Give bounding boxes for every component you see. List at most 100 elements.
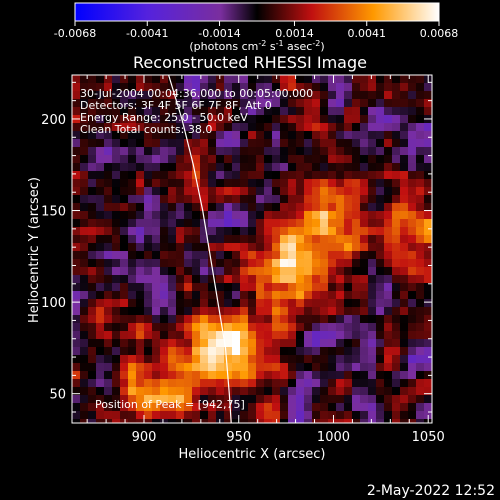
heatmap-cell [136, 243, 145, 252]
heatmap-cell [144, 403, 153, 412]
heatmap-cell [368, 139, 377, 148]
colorbar-tick-label: 0.0041 [347, 27, 386, 40]
heatmap-cell [128, 387, 137, 396]
heatmap-cell [416, 91, 425, 100]
heatmap-cell [312, 347, 321, 356]
heatmap-cell [152, 347, 161, 356]
heatmap-cell [112, 339, 121, 348]
heatmap-cell [368, 403, 377, 412]
heatmap-cell [176, 307, 185, 316]
heatmap-cell [272, 147, 281, 156]
heatmap-cell [176, 395, 185, 404]
heatmap-cell [376, 235, 385, 244]
heatmap-cell [392, 379, 401, 388]
heatmap-cell [312, 379, 321, 388]
heatmap-cell [296, 115, 305, 124]
heatmap-cell [368, 227, 377, 236]
heatmap-cell [208, 227, 217, 236]
heatmap-cell [216, 171, 225, 180]
heatmap-cell [344, 251, 353, 260]
heatmap-cell [280, 339, 289, 348]
heatmap-cell [88, 131, 97, 140]
heatmap-cell [280, 267, 289, 276]
heatmap-cell [416, 315, 425, 324]
heatmap-cell [224, 299, 233, 308]
heatmap-cell [304, 219, 313, 228]
heatmap-cell [168, 203, 177, 212]
heatmap-cell [184, 299, 193, 308]
heatmap-cell [288, 363, 297, 372]
heatmap-cell [264, 419, 273, 423]
heatmap-cell [208, 323, 217, 332]
heatmap-cell [328, 347, 337, 356]
heatmap-cell [152, 75, 161, 84]
heatmap-cell [184, 235, 193, 244]
heatmap-cell [104, 347, 113, 356]
heatmap-cell [216, 147, 225, 156]
heatmap-cell [208, 219, 217, 228]
heatmap-cell [400, 219, 409, 228]
heatmap-cell [176, 315, 185, 324]
heatmap-cell [376, 283, 385, 292]
heatmap-cell [272, 259, 281, 268]
heatmap-cell [264, 171, 273, 180]
heatmap-cell [424, 323, 432, 332]
heatmap-cell [280, 211, 289, 220]
heatmap-cell [344, 91, 353, 100]
heatmap-cell [168, 403, 177, 412]
heatmap-cell [160, 147, 169, 156]
heatmap-cell [184, 323, 193, 332]
heatmap-cell [176, 331, 185, 340]
heatmap-cell [232, 123, 241, 132]
heatmap-cell [400, 83, 409, 92]
heatmap-cell [384, 347, 393, 356]
heatmap-cell [368, 291, 377, 300]
heatmap-cell [112, 187, 121, 196]
heatmap-cell [240, 363, 249, 372]
heatmap-cell [408, 203, 417, 212]
heatmap-cell [280, 371, 289, 380]
heatmap-cell [128, 131, 137, 140]
x-tick-label: 950 [226, 430, 251, 445]
heatmap-cell [104, 331, 113, 340]
heatmap-cell [72, 347, 81, 356]
heatmap-cell [368, 283, 377, 292]
heatmap-cell [112, 347, 121, 356]
heatmap-cell [272, 163, 281, 172]
heatmap-cell [112, 83, 121, 92]
heatmap-cell [80, 299, 89, 308]
heatmap-cell [296, 163, 305, 172]
heatmap-cell [336, 123, 345, 132]
heatmap-cell [376, 395, 385, 404]
heatmap-cell [176, 267, 185, 276]
heatmap-cell [312, 203, 321, 212]
heatmap-cell [144, 371, 153, 380]
heatmap-cell [400, 363, 409, 372]
heatmap-cell [184, 307, 193, 316]
heatmap-cell [312, 179, 321, 188]
heatmap-cell [376, 251, 385, 260]
heatmap-cell [304, 323, 313, 332]
heatmap-cell [256, 395, 265, 404]
heatmap-cell [168, 155, 177, 164]
heatmap-cell [352, 83, 361, 92]
heatmap-cell [360, 211, 369, 220]
heatmap-cell [160, 123, 169, 132]
heatmap-cell [256, 259, 265, 268]
heatmap-cell [368, 275, 377, 284]
heatmap-cell [424, 211, 432, 220]
heatmap-cell [320, 227, 329, 236]
heatmap-cell [400, 99, 409, 108]
heatmap-cell [336, 395, 345, 404]
heatmap-cell [128, 115, 137, 124]
heatmap-cell [304, 179, 313, 188]
heatmap-cell [112, 155, 121, 164]
heatmap-cell [360, 131, 369, 140]
heatmap-cell [168, 339, 177, 348]
heatmap-cell [376, 211, 385, 220]
heatmap-cell [392, 331, 401, 340]
heatmap-cell [344, 243, 353, 252]
heatmap-cell [272, 379, 281, 388]
heatmap-cell [320, 107, 329, 116]
